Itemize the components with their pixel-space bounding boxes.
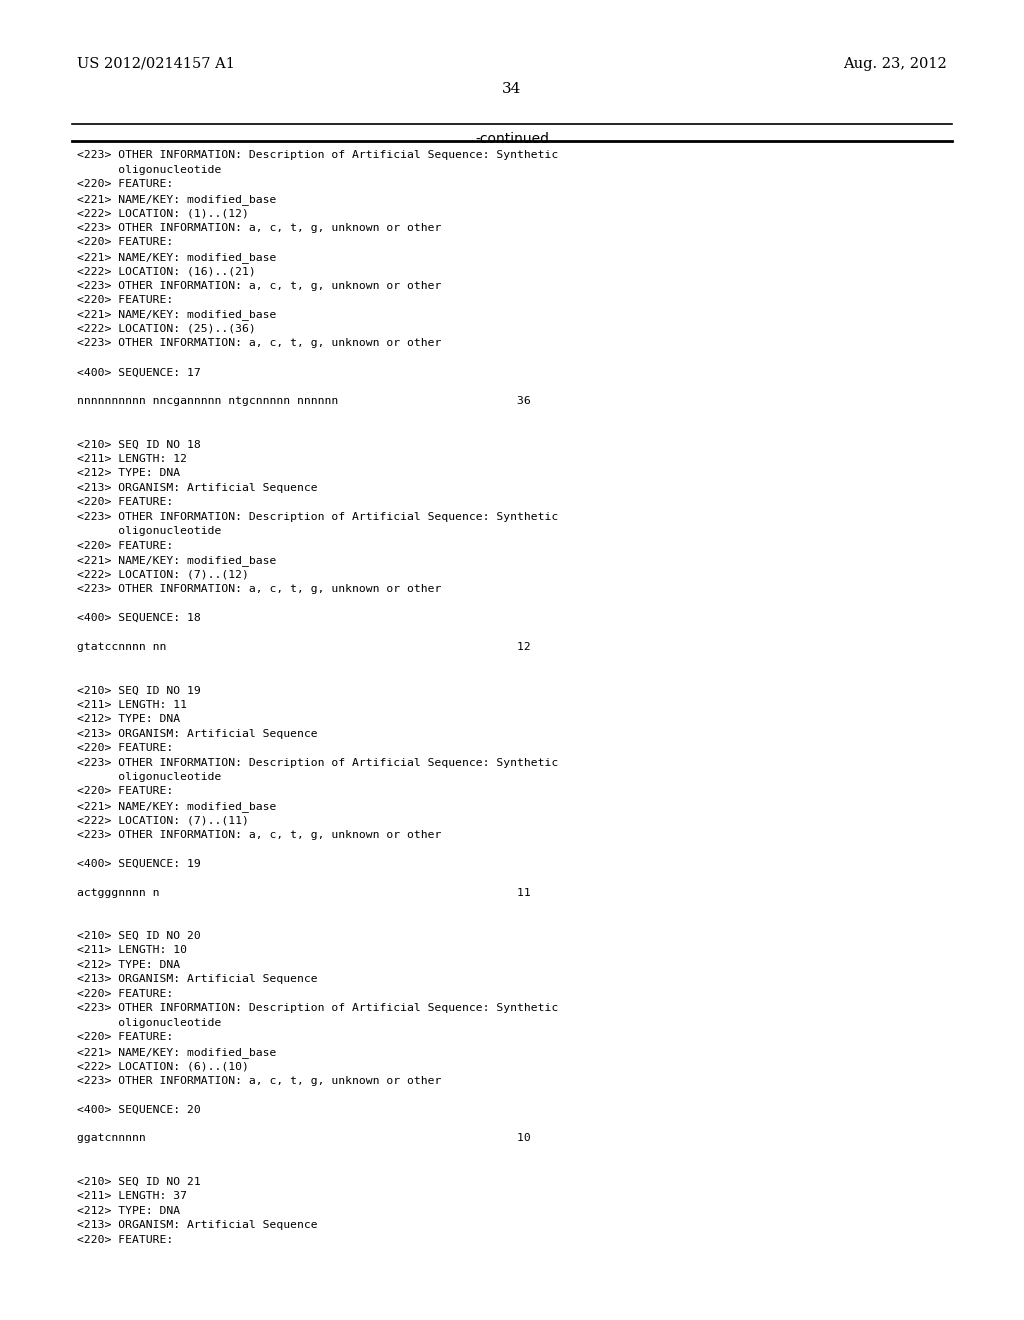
Text: <221> NAME/KEY: modified_base: <221> NAME/KEY: modified_base [77, 194, 276, 205]
Text: ggatcnnnnn                                                      10: ggatcnnnnn 10 [77, 1134, 530, 1143]
Text: <213> ORGANISM: Artificial Sequence: <213> ORGANISM: Artificial Sequence [77, 483, 317, 492]
Text: <400> SEQUENCE: 18: <400> SEQUENCE: 18 [77, 612, 201, 623]
Text: <220> FEATURE:: <220> FEATURE: [77, 787, 173, 796]
Text: <212> TYPE: DNA: <212> TYPE: DNA [77, 960, 180, 970]
Text: <211> LENGTH: 11: <211> LENGTH: 11 [77, 700, 186, 710]
Text: <210> SEQ ID NO 21: <210> SEQ ID NO 21 [77, 1176, 201, 1187]
Text: <222> LOCATION: (7)..(11): <222> LOCATION: (7)..(11) [77, 816, 249, 825]
Text: <223> OTHER INFORMATION: Description of Artificial Sequence: Synthetic: <223> OTHER INFORMATION: Description of … [77, 758, 558, 767]
Text: <223> OTHER INFORMATION: a, c, t, g, unknown or other: <223> OTHER INFORMATION: a, c, t, g, unk… [77, 583, 441, 594]
Text: <221> NAME/KEY: modified_base: <221> NAME/KEY: modified_base [77, 252, 276, 263]
Text: <223> OTHER INFORMATION: a, c, t, g, unknown or other: <223> OTHER INFORMATION: a, c, t, g, unk… [77, 281, 441, 290]
Text: <223> OTHER INFORMATION: a, c, t, g, unknown or other: <223> OTHER INFORMATION: a, c, t, g, unk… [77, 338, 441, 348]
Text: <223> OTHER INFORMATION: a, c, t, g, unknown or other: <223> OTHER INFORMATION: a, c, t, g, unk… [77, 830, 441, 840]
Text: <220> FEATURE:: <220> FEATURE: [77, 989, 173, 999]
Text: <211> LENGTH: 12: <211> LENGTH: 12 [77, 454, 186, 465]
Text: <212> TYPE: DNA: <212> TYPE: DNA [77, 1205, 180, 1216]
Text: <223> OTHER INFORMATION: Description of Artificial Sequence: Synthetic: <223> OTHER INFORMATION: Description of … [77, 1003, 558, 1014]
Text: <222> LOCATION: (25)..(36): <222> LOCATION: (25)..(36) [77, 323, 256, 334]
Text: <223> OTHER INFORMATION: a, c, t, g, unknown or other: <223> OTHER INFORMATION: a, c, t, g, unk… [77, 223, 441, 232]
Text: <211> LENGTH: 37: <211> LENGTH: 37 [77, 1191, 186, 1201]
Text: <210> SEQ ID NO 19: <210> SEQ ID NO 19 [77, 685, 201, 696]
Text: Aug. 23, 2012: Aug. 23, 2012 [844, 57, 947, 71]
Text: <213> ORGANISM: Artificial Sequence: <213> ORGANISM: Artificial Sequence [77, 1220, 317, 1230]
Text: <400> SEQUENCE: 19: <400> SEQUENCE: 19 [77, 859, 201, 869]
Text: 34: 34 [503, 82, 521, 96]
Text: <210> SEQ ID NO 18: <210> SEQ ID NO 18 [77, 440, 201, 450]
Text: <222> LOCATION: (7)..(12): <222> LOCATION: (7)..(12) [77, 570, 249, 579]
Text: <212> TYPE: DNA: <212> TYPE: DNA [77, 714, 180, 725]
Text: oligonucleotide: oligonucleotide [77, 527, 221, 536]
Text: <221> NAME/KEY: modified_base: <221> NAME/KEY: modified_base [77, 309, 276, 321]
Text: <220> FEATURE:: <220> FEATURE: [77, 296, 173, 305]
Text: oligonucleotide: oligonucleotide [77, 165, 221, 176]
Text: <220> FEATURE:: <220> FEATURE: [77, 498, 173, 507]
Text: <220> FEATURE:: <220> FEATURE: [77, 743, 173, 754]
Text: <223> OTHER INFORMATION: a, c, t, g, unknown or other: <223> OTHER INFORMATION: a, c, t, g, unk… [77, 1076, 441, 1085]
Text: <213> ORGANISM: Artificial Sequence: <213> ORGANISM: Artificial Sequence [77, 974, 317, 985]
Text: <220> FEATURE:: <220> FEATURE: [77, 541, 173, 550]
Text: <220> FEATURE:: <220> FEATURE: [77, 238, 173, 247]
Text: <222> LOCATION: (1)..(12): <222> LOCATION: (1)..(12) [77, 209, 249, 218]
Text: <400> SEQUENCE: 20: <400> SEQUENCE: 20 [77, 1105, 201, 1114]
Text: <221> NAME/KEY: modified_base: <221> NAME/KEY: modified_base [77, 801, 276, 812]
Text: actgggnnnn n                                                    11: actgggnnnn n 11 [77, 887, 530, 898]
Text: <400> SEQUENCE: 17: <400> SEQUENCE: 17 [77, 367, 201, 378]
Text: <223> OTHER INFORMATION: Description of Artificial Sequence: Synthetic: <223> OTHER INFORMATION: Description of … [77, 512, 558, 521]
Text: <220> FEATURE:: <220> FEATURE: [77, 1032, 173, 1043]
Text: <210> SEQ ID NO 20: <210> SEQ ID NO 20 [77, 931, 201, 941]
Text: <222> LOCATION: (16)..(21): <222> LOCATION: (16)..(21) [77, 267, 256, 276]
Text: -continued: -continued [475, 132, 549, 147]
Text: gtatccnnnn nn                                                   12: gtatccnnnn nn 12 [77, 642, 530, 652]
Text: <223> OTHER INFORMATION: Description of Artificial Sequence: Synthetic: <223> OTHER INFORMATION: Description of … [77, 150, 558, 161]
Text: US 2012/0214157 A1: US 2012/0214157 A1 [77, 57, 234, 71]
Text: <221> NAME/KEY: modified_base: <221> NAME/KEY: modified_base [77, 556, 276, 566]
Text: <222> LOCATION: (6)..(10): <222> LOCATION: (6)..(10) [77, 1061, 249, 1071]
Text: oligonucleotide: oligonucleotide [77, 772, 221, 781]
Text: <212> TYPE: DNA: <212> TYPE: DNA [77, 469, 180, 478]
Text: <220> FEATURE:: <220> FEATURE: [77, 1234, 173, 1245]
Text: nnnnnnnnnn nncgannnnn ntgcnnnnn nnnnnn                          36: nnnnnnnnnn nncgannnnn ntgcnnnnn nnnnnn 3… [77, 396, 530, 407]
Text: <221> NAME/KEY: modified_base: <221> NAME/KEY: modified_base [77, 1047, 276, 1057]
Text: oligonucleotide: oligonucleotide [77, 1018, 221, 1028]
Text: <213> ORGANISM: Artificial Sequence: <213> ORGANISM: Artificial Sequence [77, 729, 317, 739]
Text: <220> FEATURE:: <220> FEATURE: [77, 180, 173, 189]
Text: <211> LENGTH: 10: <211> LENGTH: 10 [77, 945, 186, 956]
